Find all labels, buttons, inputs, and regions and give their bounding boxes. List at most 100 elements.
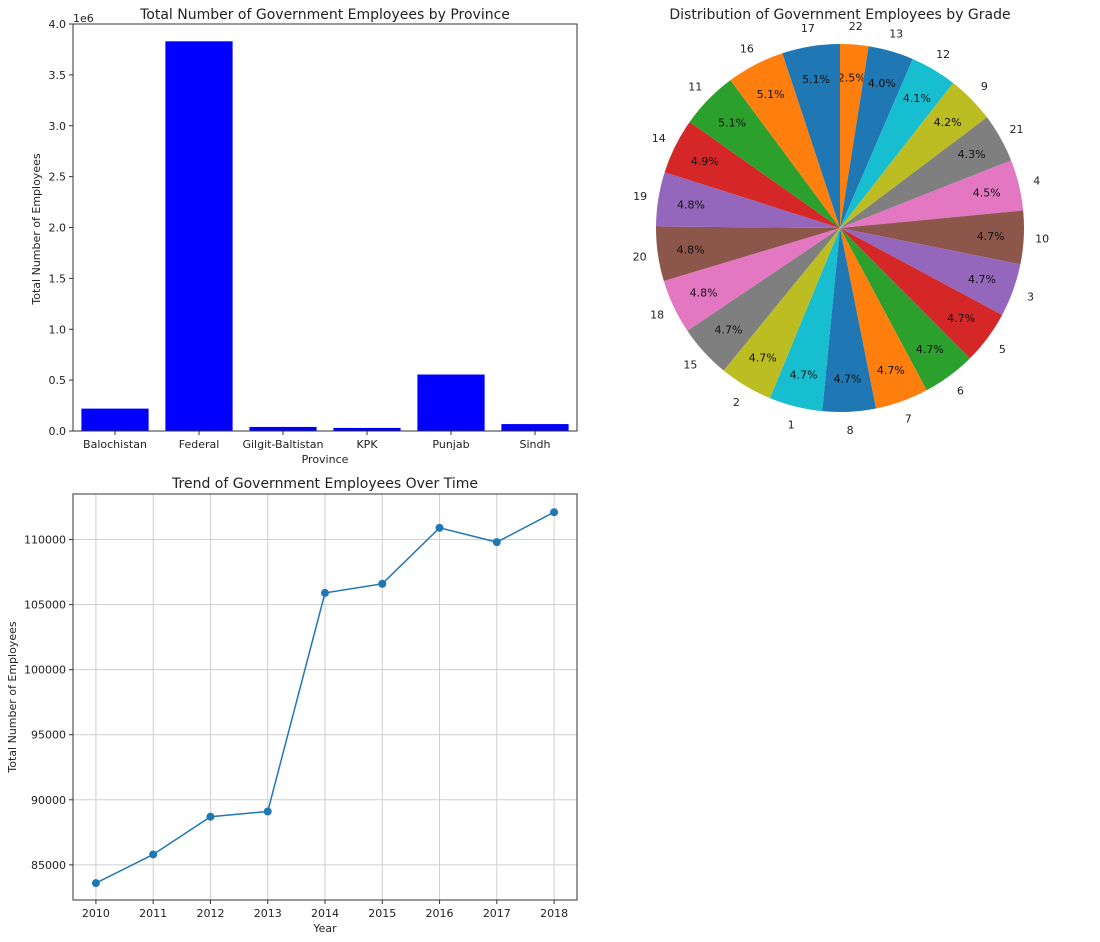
bar-x-tick-label: Gilgit-Baltistan [242,438,323,451]
line-y-tick-label: 105000 [24,599,66,612]
pie-slice-percent-label: 4.8% [690,287,718,300]
pie-slice-grade-label: 12 [936,48,950,61]
pie-slice-percent-label: 4.5% [973,187,1001,200]
pie-slice-percent-label: 4.7% [834,373,862,386]
pie-slice-grade-label: 16 [740,42,754,55]
line-x-tick-label: 2013 [254,907,282,920]
pie-slice-grade-22 [840,44,869,228]
line-point-2012 [206,812,215,821]
line-point-2017 [492,538,501,547]
bar-sindh [501,424,569,431]
pie-slice-percent-label: 4.3% [958,148,986,161]
bar-y-axis-label: Total Number of Employees [30,153,43,305]
line-y-tick-label: 85000 [31,859,66,872]
pie-slice-grade-label: 20 [633,251,647,264]
bar-x-tick-label: Punjab [432,438,469,451]
line-y-tick-label: 100000 [24,664,66,677]
pie-slice-grade-label: 18 [650,309,664,322]
pie-slice-percent-label: 5.1% [757,88,785,101]
pie-slice-grade-label: 19 [633,190,647,203]
pie-slice-percent-label: 4.7% [947,312,975,325]
pie-slice-grade-13 [840,46,913,228]
pie-slice-grade-14 [664,121,840,228]
pie-slice-grade-5 [840,228,1003,359]
line-x-tick-label: 2018 [540,907,568,920]
pie-slice-grade-2 [723,228,840,399]
bar-y-tick-label: 1.0 [49,323,67,336]
pie-slice-percent-label: 4.7% [968,273,996,286]
bar-y-tick-label: 4.0 [49,18,67,31]
pie-slice-grade-19 [656,172,840,228]
pie-slice-grade-1 [769,228,840,412]
pie-slice-grade-label: 22 [849,20,863,33]
line-point-2010 [91,879,100,888]
bar-balochistan [81,408,149,431]
pie-slice-grade-15 [687,228,840,371]
bar-chart: Total Number of Government Employees by … [30,7,578,466]
pie-slice-percent-label: 5.1% [802,73,830,86]
line-point-2014 [321,588,329,597]
line-x-tick-label: 2016 [426,907,454,920]
pie-slice-percent-label: 4.8% [677,198,705,211]
pie-slice-grade-16 [730,53,840,228]
line-x-tick-label: 2012 [196,907,224,920]
bar-plot-frame [72,23,578,432]
pie-slice-grade-label: 8 [847,424,854,437]
pie-slice-grade-label: 17 [801,22,815,35]
pie-slice-percent-label: 4.7% [790,368,818,381]
pie-slice-grade-6 [840,228,971,391]
pie-slice-grade-8 [822,228,877,412]
pie-slice-grade-label: 9 [981,80,988,93]
bar-y-tick-label: 1.5 [49,272,67,285]
pie-slice-percent-label: 4.7% [749,352,777,365]
bar-chart-title: Total Number of Government Employees by … [139,7,510,23]
bar-punjab [417,374,485,431]
bar-kpk [333,427,401,431]
pie-slice-grade-label: 1 [788,418,795,431]
bar-x-tick-label: Federal [179,438,220,451]
pie-slice-percent-label: 4.2% [934,116,962,129]
pie-slice-grade-label: 10 [1035,232,1049,245]
pie-slice-grade-9 [840,82,987,228]
bar-y-tick-label: 2.0 [49,222,67,235]
pie-slice-grade-label: 3 [1027,291,1034,304]
bar-federal [165,41,233,432]
bar-x-axis-label: Province [302,453,349,466]
bar-y-tick-label: 3.5 [49,69,67,82]
pie-chart-title: Distribution of Government Employees by … [669,7,1010,23]
line-x-tick-label: 2010 [82,907,110,920]
bar-y-tick-label: 0.0 [49,425,67,438]
bar-y-tick-label: 2.5 [49,171,67,184]
pie-slice-grade-20 [656,226,840,282]
pie-slice-grade-label: 14 [652,132,666,145]
pie-slice-grade-label: 13 [889,28,903,41]
pie-slice-percent-label: 2.5% [838,72,866,85]
bar-x-tick-label: Sindh [520,438,551,451]
bar-x-tick-label: Balochistan [83,438,147,451]
pie-slice-percent-label: 4.7% [916,343,944,356]
line-point-2013 [263,807,272,816]
pie-chart: Distribution of Government Employees by … [633,7,1049,437]
pie-slice-grade-10 [840,210,1025,265]
bar-gilgit-baltistan [249,426,317,431]
line-x-tick-label: 2014 [311,907,339,920]
line-point-2018 [550,508,559,517]
pie-slice-percent-label: 4.7% [715,324,743,337]
line-y-tick-label: 95000 [31,729,66,742]
line-x-axis-label: Year [312,922,337,935]
pie-slice-percent-label: 4.8% [677,243,705,256]
bar-y-tick-label: 3.0 [49,120,67,133]
pie-slice-grade-label: 15 [683,358,697,371]
pie-slice-grade-3 [840,228,1021,315]
pie-slice-grade-21 [840,117,1012,228]
bar-y-multiplier: 1e6 [73,12,94,25]
line-chart: Trend of Government Employees Over Time … [6,476,578,935]
line-point-2016 [435,523,444,532]
pie-slice-percent-label: 4.0% [868,77,896,90]
line-x-tick-label: 2011 [139,907,167,920]
line-chart-title: Trend of Government Employees Over Time [171,476,478,492]
pie-slice-grade-17 [782,44,840,228]
pie-slice-grade-12 [840,58,954,228]
bar-y-tick-label: 0.5 [49,374,67,387]
